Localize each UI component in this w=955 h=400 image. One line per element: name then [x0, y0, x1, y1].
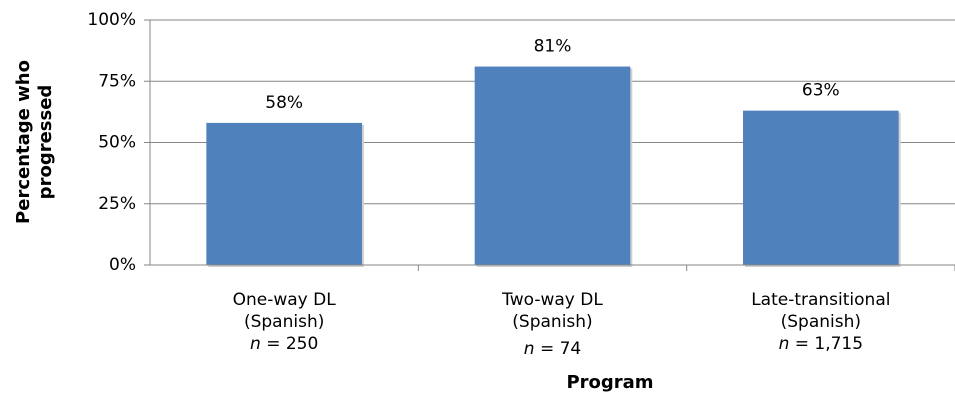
sample-size-label: n = 250 [164, 333, 404, 355]
x-tick-label: One-way DL (Spanish) [232, 290, 336, 332]
sample-size-value: = 1,715 [789, 334, 864, 354]
sample-size-label: n = 74 [433, 338, 673, 360]
bar [206, 122, 362, 266]
y-tick-label: 100% [87, 10, 136, 30]
value-label: 81% [534, 37, 572, 57]
y-tick-label: 0% [109, 255, 136, 275]
y-tick-label: 25% [98, 194, 136, 214]
x-tick-label: Late-transitional (Spanish) [751, 290, 891, 332]
bar [743, 110, 899, 266]
sample-size-label: n = 1,715 [701, 333, 941, 355]
sample-size-value: = 74 [534, 339, 582, 359]
value-label: 58% [265, 93, 303, 113]
y-tick-label: 50% [98, 133, 136, 153]
x-tick-group: Late-transitional (Spanish) n = 1,715 [701, 289, 941, 355]
sample-size-symbol: n [523, 339, 535, 359]
x-tick-group: Two-way DL (Spanish) n = 74 [433, 289, 673, 360]
sample-size-symbol: n [250, 334, 261, 354]
value-label: 63% [802, 81, 840, 101]
y-axis-title: Percentage who progressed [13, 60, 56, 224]
y-tick-label: 75% [98, 71, 136, 91]
x-tick-label: Two-way DL (Spanish) [502, 290, 603, 332]
sample-size-symbol: n [778, 334, 790, 354]
x-tick-group: One-way DL (Spanish) n = 250 [164, 289, 404, 355]
sample-size-value: = 250 [260, 334, 319, 354]
x-axis-title: Program [566, 372, 654, 393]
bar [474, 66, 631, 265]
